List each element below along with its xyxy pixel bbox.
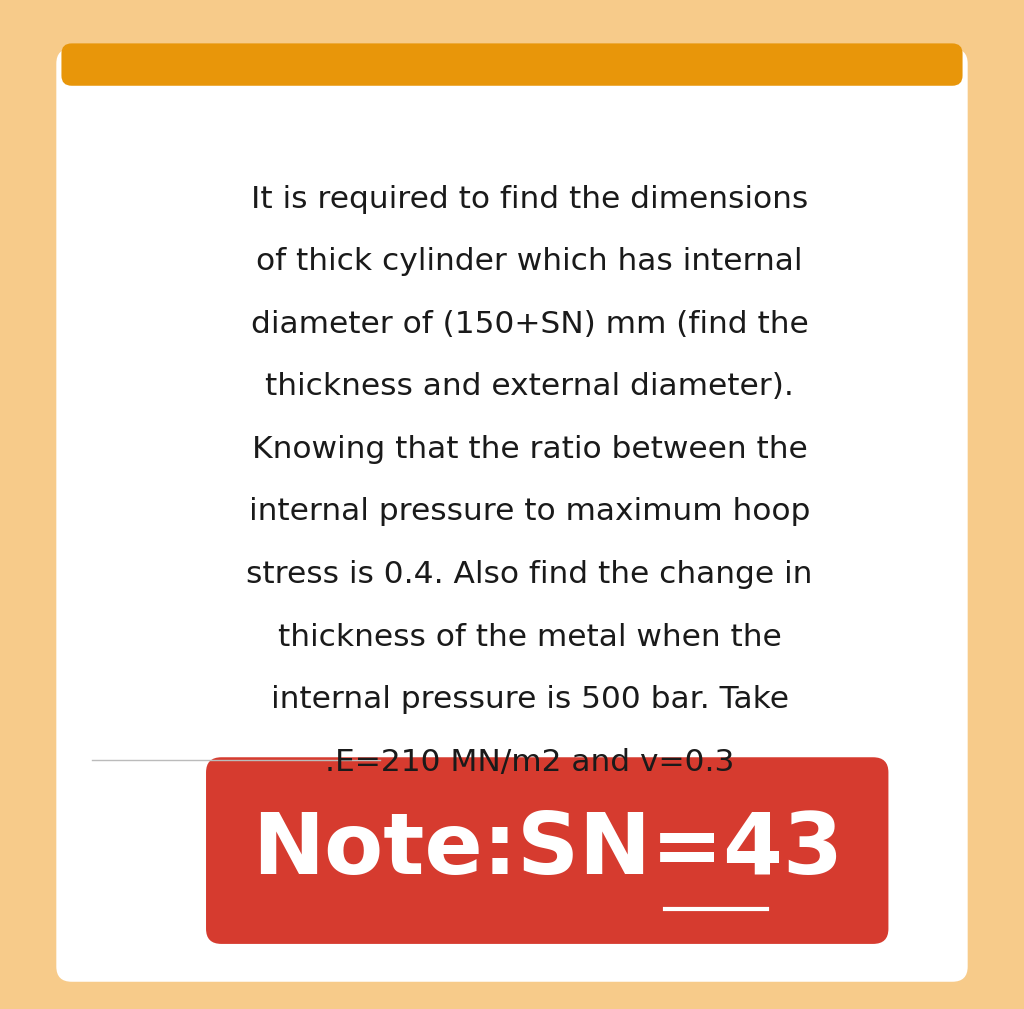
Text: of thick cylinder which has internal: of thick cylinder which has internal xyxy=(256,247,803,276)
Text: Knowing that the ratio between the: Knowing that the ratio between the xyxy=(252,435,808,464)
Text: thickness of the metal when the: thickness of the metal when the xyxy=(278,623,781,652)
Text: It is required to find the dimensions: It is required to find the dimensions xyxy=(251,185,808,214)
Text: internal pressure to maximum hoop: internal pressure to maximum hoop xyxy=(249,497,810,527)
Text: diameter of (150+SN) mm (find the: diameter of (150+SN) mm (find the xyxy=(251,310,809,339)
Text: Note:SN=43: Note:SN=43 xyxy=(252,809,843,892)
Text: stress is 0.4. Also find the change in: stress is 0.4. Also find the change in xyxy=(247,560,813,589)
Text: thickness and external diameter).: thickness and external diameter). xyxy=(265,372,794,402)
Text: .E=210 MN/m2 and v=0.3: .E=210 MN/m2 and v=0.3 xyxy=(325,748,734,777)
Text: internal pressure is 500 bar. Take: internal pressure is 500 bar. Take xyxy=(270,685,788,714)
